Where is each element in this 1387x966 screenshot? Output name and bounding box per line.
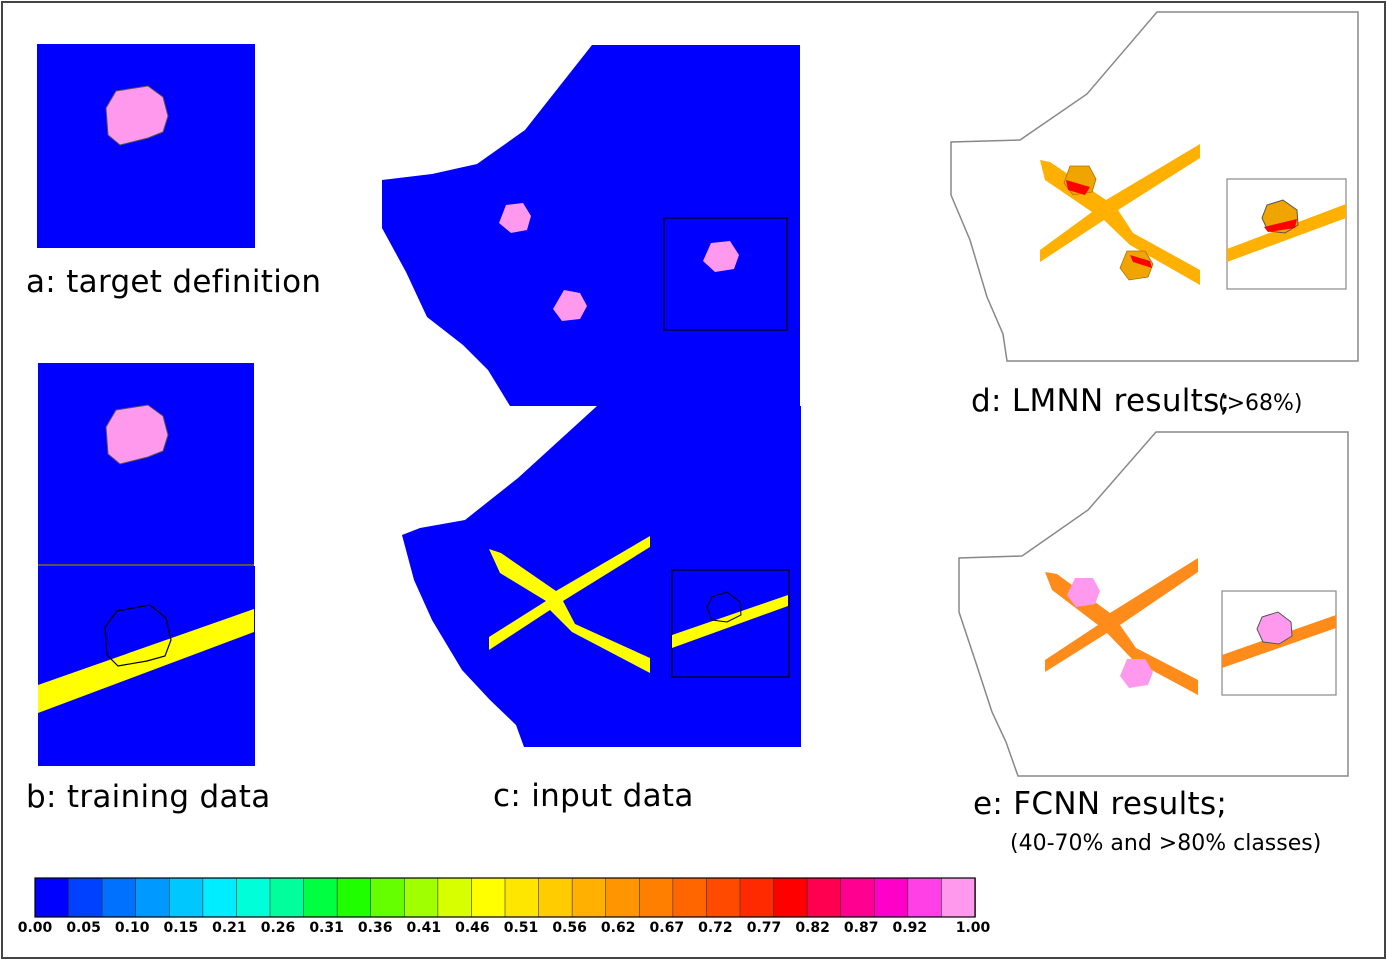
colorbar-tick-label: 0.05 — [66, 920, 101, 936]
colorbar-swatch — [605, 877, 641, 918]
colorbar-swatch — [840, 877, 876, 918]
colorbar-tick-label: 0.92 — [892, 920, 928, 936]
panel-a-background — [37, 44, 255, 248]
colorbar-swatch — [873, 877, 909, 918]
colorbar-swatch — [672, 877, 708, 918]
panel-c-top-region — [382, 45, 800, 406]
panel-b-label: b: training data — [26, 779, 271, 815]
colorbar-swatch — [571, 877, 607, 918]
panel-b-target-blob — [105, 404, 169, 465]
panel-a-target-blob — [105, 85, 169, 146]
colorbar-swatch — [202, 877, 238, 918]
panel-e-blob-2 — [1120, 659, 1153, 688]
colorbar-tick-label: 0.51 — [503, 920, 539, 936]
colorbar-swatch — [34, 877, 70, 918]
colorbar-swatch — [437, 877, 473, 918]
colorbar-swatch — [269, 877, 305, 918]
panel-d-blob-2 — [1119, 250, 1154, 281]
panel-c-input-data — [382, 45, 801, 747]
panel-a-target-definition — [37, 44, 255, 248]
colorbar-tick-label: 0.72 — [698, 920, 733, 936]
panel-d-overlap-1 — [1066, 180, 1090, 195]
colorbar-swatch — [538, 877, 573, 918]
colorbar-tick-label: 0.31 — [309, 920, 344, 936]
colorbar-tick-label: 0.82 — [795, 920, 830, 936]
colorbar-tick-label: 0.87 — [843, 920, 879, 936]
panel-e-label: e: FCNN results; — [973, 786, 1228, 822]
colorbar-tick-label: 0.46 — [455, 920, 490, 936]
panel-a-label: a: target definition — [26, 264, 322, 300]
colorbar-swatch — [907, 877, 943, 918]
colorbar-swatch — [706, 877, 741, 918]
panel-b-top-background — [38, 363, 254, 565]
panel-b-target-outline — [104, 604, 172, 667]
panel-e-blob-1 — [1067, 578, 1100, 607]
panel-e-note: (40-70% and >80% classes) — [1010, 831, 1322, 856]
panel-e-orange-cross — [1045, 558, 1198, 695]
colorbar-swatch — [806, 877, 842, 918]
panel-d-orange-band — [1227, 204, 1346, 262]
colorbar-swatch — [941, 877, 976, 918]
panel-d-lmnn-results — [950, 11, 1359, 362]
colorbar-tick-label: 0.67 — [649, 920, 685, 936]
panel-c-yellow-cross — [489, 536, 650, 673]
colorbar-tick-label: 0.36 — [357, 920, 393, 936]
colorbar-tick-label: 0.26 — [260, 920, 296, 936]
panel-d-note: (>68%) — [1218, 391, 1303, 416]
panel-c-yellow-band — [672, 595, 788, 648]
colorbar-tick-label: 0.10 — [114, 920, 150, 936]
colorbar-swatch — [403, 877, 439, 918]
panel-b-training-data — [38, 363, 255, 766]
panel-c-target-outline — [706, 591, 742, 623]
colorbar-tick-label: 0.56 — [552, 920, 587, 936]
colorbar-tick-label: 0.21 — [212, 920, 247, 936]
colorbar-tick-label: 0.62 — [600, 920, 636, 936]
colorbar-swatch — [68, 877, 103, 918]
colorbar-swatch — [101, 877, 137, 918]
colorbar-tick-label: 0.77 — [746, 920, 782, 936]
panel-d-zoom-overlap — [1264, 219, 1297, 232]
colorbar-tick-label: 0.15 — [163, 920, 199, 936]
panel-c-top-zoom-box — [663, 217, 788, 331]
colorbar-swatch — [471, 877, 506, 918]
panel-c-target-1 — [499, 203, 531, 233]
colorbar-swatch — [336, 877, 372, 918]
colorbar-swatch — [168, 877, 204, 918]
colorbar-swatch — [504, 877, 540, 918]
colorbar-swatch — [135, 877, 171, 918]
colorbar-frame — [34, 877, 976, 918]
panel-d-label: d: LMNN results; — [971, 383, 1231, 419]
colorbar-swatch — [370, 877, 406, 918]
colorbar-swatch — [739, 877, 775, 918]
panel-e-fcnn-results — [958, 431, 1349, 777]
panel-d-overlap-2 — [1130, 255, 1152, 268]
panel-c-label: c: input data — [493, 778, 694, 814]
panel-d-orange-cross — [1040, 144, 1200, 285]
panel-e-zoom-blob — [1256, 611, 1293, 645]
colorbar-tick-label: 0.41 — [406, 920, 442, 936]
panel-c-target-2 — [553, 290, 587, 321]
colorbar-swatch — [236, 877, 271, 918]
colorbar-tick-label: 0.00 — [17, 920, 53, 936]
colorbar-swatch — [638, 877, 674, 918]
panel-c-bottom-zoom-box — [671, 569, 790, 678]
panel-c-target-3 — [703, 241, 739, 272]
colorbar-tick-label: 1.00 — [955, 920, 991, 936]
colorbar — [34, 877, 976, 918]
colorbar-swatch — [303, 877, 338, 918]
colorbar-swatch — [773, 877, 808, 918]
